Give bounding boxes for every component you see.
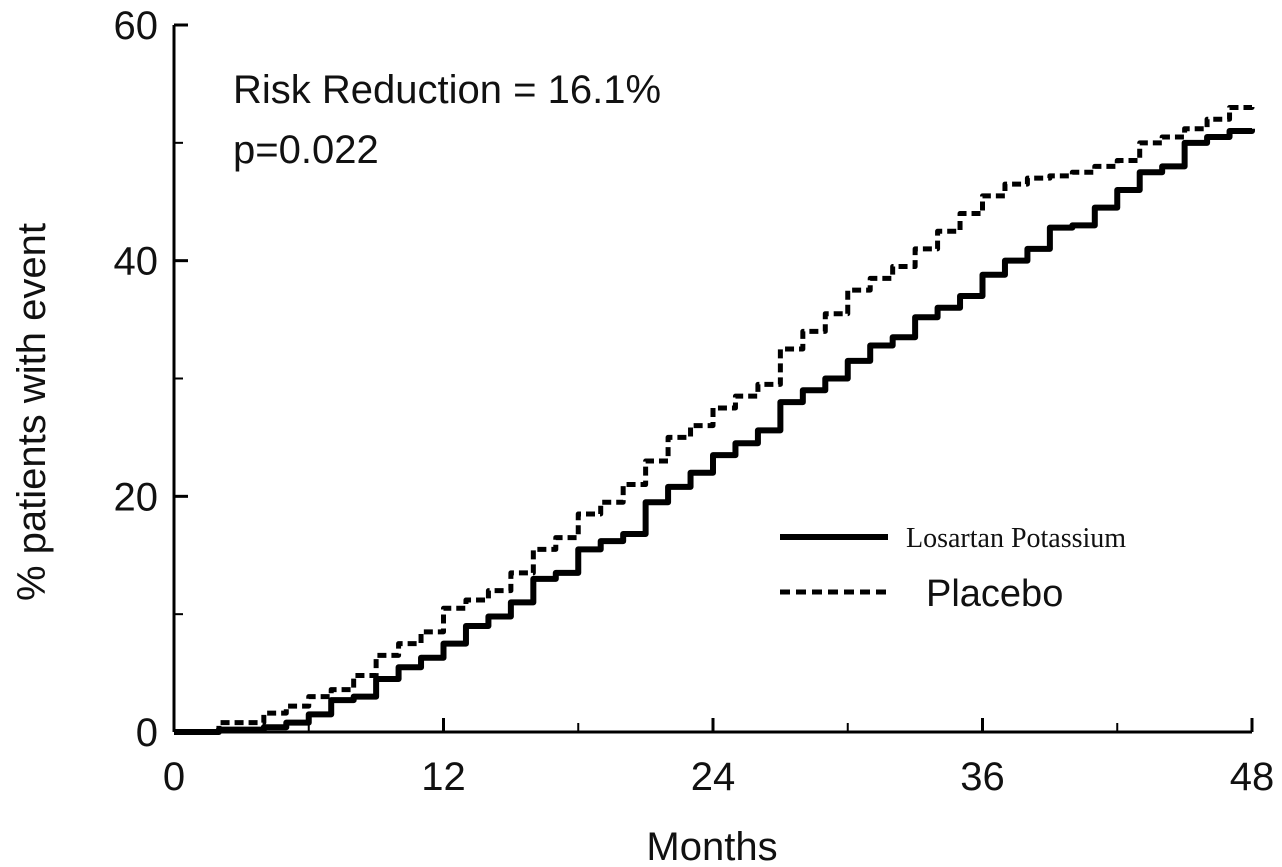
losartan-line	[174, 128, 1255, 735]
y-tick-label: 60	[114, 4, 159, 48]
x-axis-label: Months	[646, 825, 777, 867]
x-tick-label: 12	[421, 755, 466, 799]
legend: Losartan Potassium Placebo	[780, 523, 1126, 615]
x-tick-label: 48	[1230, 755, 1275, 799]
x-tick-label: 0	[163, 755, 185, 799]
annotation-p-value: p=0.022	[233, 128, 379, 172]
placebo-line	[174, 104, 1255, 735]
legend-label-placebo: Placebo	[926, 573, 1063, 615]
x-tick-label: 36	[960, 755, 1005, 799]
annotation-risk-reduction: Risk Reduction = 16.1%	[233, 68, 661, 112]
y-tick-label: 40	[114, 240, 159, 284]
x-tick-label: 24	[691, 755, 736, 799]
y-axis-label: % patients with event	[10, 223, 54, 601]
legend-label-losartan: Losartan Potassium	[906, 523, 1126, 554]
y-tick-label: 0	[136, 711, 158, 755]
axes: 0 12 24 36 48 0 20 40 60	[114, 4, 1275, 799]
series-lines	[174, 104, 1255, 735]
y-tick-label: 20	[114, 475, 159, 519]
